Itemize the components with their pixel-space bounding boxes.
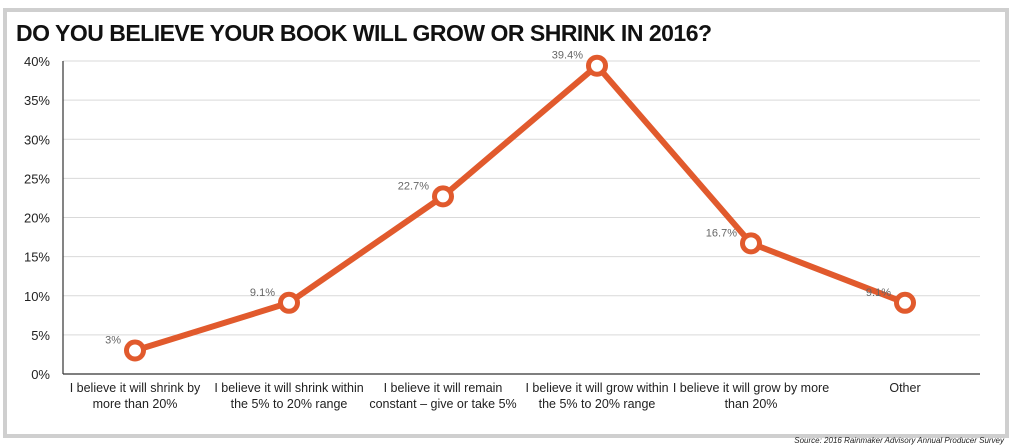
data-point [740,232,762,255]
y-tick-label: 40% [24,54,50,69]
x-tick-label: I believe it will grow by more than 20% [673,381,829,411]
y-tick-label: 20% [24,211,50,226]
y-tick-label: 0% [31,367,50,382]
data-label: 9.1% [250,287,275,299]
chart-frame [3,8,1009,438]
source-note: Source: 2016 Rainmaker Advisory Annual P… [794,436,1004,445]
y-tick-label: 25% [24,171,50,186]
data-point [278,291,300,314]
data-label: 22.7% [398,180,429,192]
data-point [894,291,916,314]
x-tick-label: I believe it will remain constant – give … [369,381,516,411]
chart-title: DO YOU BELIEVE YOUR BOOK WILL GROW OR SH… [16,20,712,46]
y-tick-label: 10% [24,289,50,304]
y-tick-label: 35% [24,93,50,108]
data-label: 39.4% [552,50,583,62]
data-label: 9.1% [866,287,891,299]
data-point [432,185,454,208]
x-tick-label: I believe it will shrink by more than 20% [70,381,201,411]
y-tick-label: 5% [31,328,50,343]
series-line [132,62,908,354]
x-tick-label: Other [889,381,920,395]
x-tick-label: I believe it will grow within the 5% to 2… [525,381,668,411]
x-tick-label: I believe it will shrink within the 5% to… [214,381,363,411]
data-point [124,339,146,362]
data-label: 16.7% [706,227,737,239]
y-tick-label: 30% [24,132,50,147]
data-label: 3% [105,335,121,347]
data-point [586,54,608,77]
y-tick-label: 15% [24,250,50,265]
